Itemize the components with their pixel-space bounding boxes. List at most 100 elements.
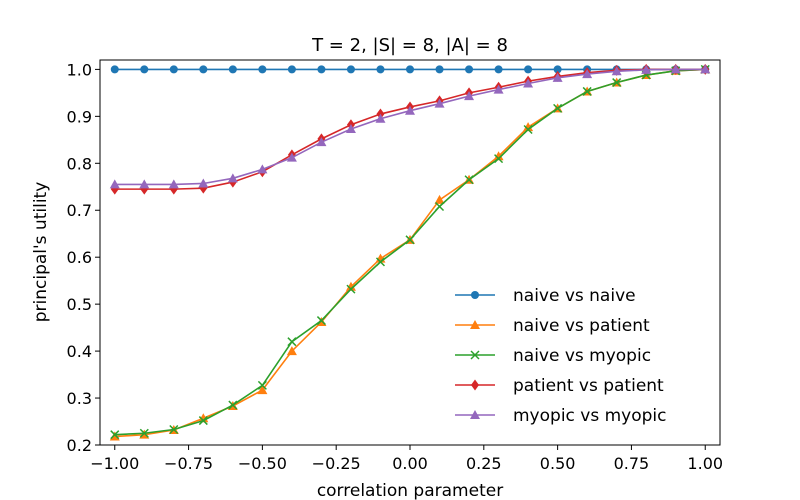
data-point [257, 380, 267, 390]
legend-item: naive vs naive [455, 286, 636, 306]
data-point [110, 65, 119, 74]
legend-item: naive vs myopic [455, 346, 651, 366]
data-point [376, 65, 385, 74]
legend-label: naive vs myopic [513, 346, 651, 366]
legend: naive vs naive naive vs patient naive vs m… [455, 286, 667, 426]
data-point [375, 257, 386, 267]
data-point [552, 72, 563, 82]
data-point [523, 122, 534, 132]
x-tick-label: −0.75 [164, 454, 213, 473]
data-point [434, 201, 445, 212]
series-naive-vs-naive [110, 65, 710, 74]
data-point [286, 346, 297, 356]
data-point [523, 124, 533, 135]
y-tick-label: 0.2 [67, 436, 92, 455]
data-point [406, 65, 414, 74]
data-point [169, 65, 178, 74]
legend-label: naive vs patient [513, 316, 650, 336]
data-point [670, 64, 681, 74]
series-layer [109, 63, 711, 441]
data-point [553, 103, 563, 113]
y-tick-label: 0.4 [67, 342, 92, 361]
plot-area [99, 59, 721, 446]
legend-marker [471, 379, 479, 391]
legend-label: myopic vs myopic [513, 406, 667, 426]
x-tick-label: 0.25 [466, 454, 502, 473]
legend-label: patient vs patient [513, 376, 664, 396]
data-point [494, 154, 504, 164]
data-point [287, 337, 297, 347]
data-point [641, 64, 652, 74]
data-point [257, 385, 268, 395]
x-tick-label: −0.50 [238, 454, 287, 473]
y-tick-label: 0.8 [67, 154, 92, 173]
data-point [199, 65, 208, 74]
legend-marker [470, 320, 480, 329]
x-tick-label: 0.50 [540, 454, 576, 473]
y-tick-label: 0.9 [67, 107, 92, 126]
x-axis-label: correlation parameter [317, 481, 503, 500]
data-point [375, 113, 386, 123]
y-tick-label: 0.3 [67, 389, 92, 408]
x-tick-label: −1.00 [90, 454, 139, 473]
y-axis: 0.2 0.3 0.4 0.5 0.6 0.7 0.8 0.9 1.0 [67, 60, 100, 455]
chart-title: T = 2, |S| = 8, |A| = 8 [311, 35, 508, 56]
data-point [140, 65, 149, 74]
data-point [227, 173, 238, 183]
data-point [316, 316, 326, 326]
y-tick-label: 0.7 [67, 201, 92, 220]
legend-item: myopic vs myopic [455, 406, 667, 426]
data-point [228, 65, 237, 74]
data-point [493, 151, 504, 161]
data-point [434, 98, 445, 108]
data-point [258, 65, 267, 74]
y-tick-label: 1.0 [67, 60, 92, 79]
data-point [257, 164, 268, 174]
x-axis: −1.00 −0.75 −0.50 −0.25 0.00 0.25 0.50 0.75 1.00 [90, 445, 723, 473]
data-point [494, 65, 503, 74]
data-point [405, 235, 415, 245]
data-point [346, 65, 355, 74]
data-point [465, 65, 474, 74]
y-tick-label: 0.6 [67, 248, 92, 267]
data-point [435, 65, 444, 74]
data-point [169, 424, 179, 435]
data-point [346, 284, 356, 294]
data-point [345, 124, 356, 134]
data-point [611, 66, 622, 76]
data-point [582, 69, 593, 79]
legend-marker [470, 350, 480, 360]
legend-item: naive vs patient [455, 316, 650, 336]
data-point [168, 179, 179, 189]
data-point [109, 431, 120, 441]
data-point [434, 194, 445, 204]
data-point [317, 65, 326, 74]
data-point [493, 84, 504, 94]
data-point [700, 64, 711, 74]
data-point [109, 179, 120, 189]
legend-label: naive vs naive [513, 286, 636, 306]
x-tick-label: 1.00 [687, 454, 723, 473]
x-tick-label: 0.75 [614, 454, 650, 473]
x-tick-label: −0.25 [312, 454, 361, 473]
legend-marker [470, 410, 480, 419]
data-point [316, 137, 327, 147]
y-axis-label: principal's utility [31, 182, 51, 323]
data-point [228, 400, 238, 410]
data-point [139, 179, 150, 189]
data-point [198, 178, 209, 188]
data-point [524, 65, 533, 74]
y-tick-label: 0.5 [67, 295, 92, 314]
legend-marker [471, 291, 479, 299]
x-tick-label: 0.00 [392, 454, 428, 473]
series-myopic-vs-myopic [109, 64, 711, 189]
data-point [139, 428, 149, 438]
data-point [523, 78, 534, 88]
data-point [198, 416, 208, 426]
data-point [287, 65, 296, 74]
data-point [286, 152, 297, 162]
legend-item: patient vs patient [455, 376, 664, 396]
data-point [464, 91, 475, 101]
data-point [612, 78, 622, 88]
